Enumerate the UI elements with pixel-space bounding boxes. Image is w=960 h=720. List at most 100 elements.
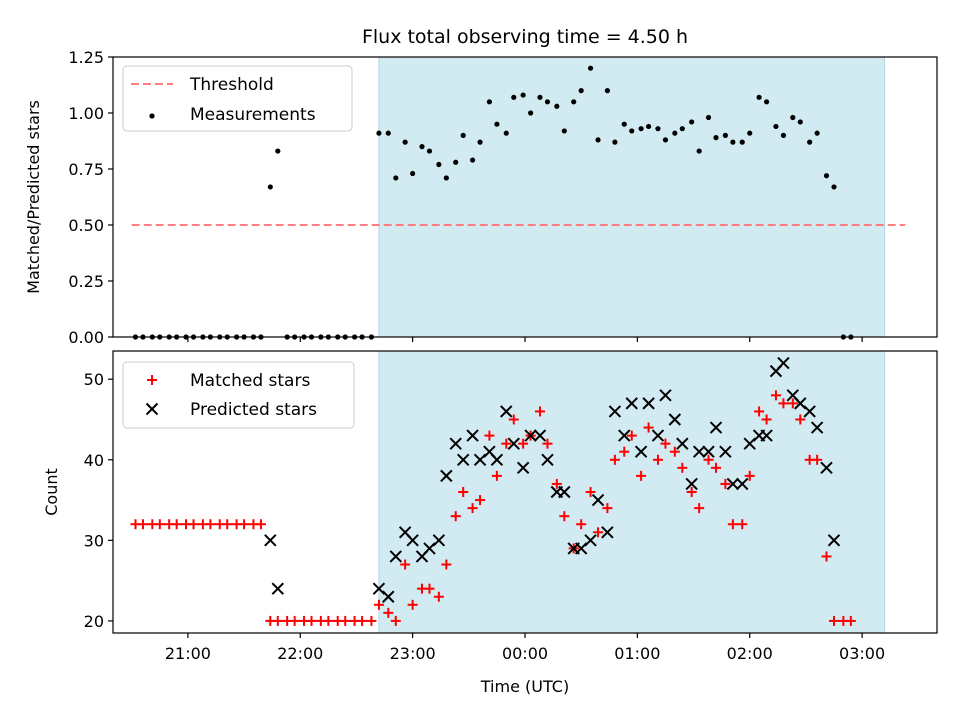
count-y-tick-label: 20 bbox=[84, 612, 104, 631]
matched-star-point bbox=[373, 599, 384, 610]
ratio-legend: Threshold Measurements bbox=[122, 65, 353, 132]
measurement-point bbox=[612, 139, 618, 145]
count-y-axis-label: Count bbox=[42, 468, 61, 516]
measurement-point bbox=[436, 161, 442, 168]
matched-star-point bbox=[829, 615, 839, 626]
count-observing-window bbox=[378, 350, 886, 634]
ratio-y-tick-label: 0.50 bbox=[68, 216, 104, 235]
measurement-point bbox=[646, 123, 652, 130]
predicted-star-point bbox=[685, 477, 698, 491]
predicted-star-point bbox=[264, 534, 277, 547]
measurement-point bbox=[747, 130, 753, 136]
ratio-y-tick-label: 0.00 bbox=[68, 328, 104, 347]
matched-star-point bbox=[255, 519, 266, 530]
predicted-star-point bbox=[533, 429, 547, 442]
matched-star-point bbox=[754, 406, 765, 417]
predicted-star-point bbox=[449, 437, 462, 450]
matched-star-point bbox=[357, 615, 368, 626]
measurement-point bbox=[544, 99, 551, 105]
measurement-point bbox=[655, 126, 661, 132]
predicted-star-point bbox=[659, 389, 672, 402]
matched-star-point bbox=[636, 470, 647, 481]
measurement-point bbox=[503, 130, 509, 136]
measurement-point bbox=[679, 126, 685, 132]
legend-measurement-swatch bbox=[149, 113, 155, 119]
predicted-star-point bbox=[642, 397, 655, 410]
matched-star-point bbox=[585, 487, 596, 497]
predicted-star-point bbox=[810, 421, 824, 434]
measurement-point bbox=[385, 130, 391, 136]
measurement-point bbox=[267, 184, 273, 190]
x-tick-label: 00:00 bbox=[502, 644, 548, 663]
matched-star-point bbox=[770, 390, 781, 401]
count-panel: 20 30 40 50 21:00 22:00 23:00 00:00 01:00 02:00 03… bbox=[84, 350, 938, 663]
matched-star-point bbox=[694, 503, 705, 514]
predicted-star-point bbox=[382, 590, 395, 603]
matched-star-point bbox=[542, 438, 553, 449]
measurement-point bbox=[814, 130, 820, 136]
measurement-point bbox=[756, 94, 762, 100]
predicted-star-point bbox=[692, 445, 706, 458]
matched-star-point bbox=[289, 615, 300, 626]
matched-star-point bbox=[475, 495, 486, 506]
predicted-star-point bbox=[541, 453, 554, 466]
predicted-star-point bbox=[558, 485, 571, 499]
predicted-star-point bbox=[500, 405, 513, 418]
predicted-star-point bbox=[702, 445, 715, 458]
measurement-point bbox=[604, 88, 611, 94]
x-tick-label: 02:00 bbox=[727, 644, 773, 663]
ratio-panel: 0.00 0.25 0.50 0.75 1.00 1.25 Threshold Measur… bbox=[68, 48, 938, 347]
predicted-star-point bbox=[271, 582, 285, 595]
predicted-star-point bbox=[584, 534, 597, 547]
measurement-point bbox=[739, 139, 745, 145]
matched-star-point bbox=[619, 446, 630, 457]
matched-star-point bbox=[205, 519, 216, 530]
measurement-point bbox=[554, 103, 560, 109]
legend-box bbox=[122, 361, 355, 429]
ratio-y-tick-label: 0.75 bbox=[68, 160, 104, 179]
measurement-point bbox=[571, 99, 577, 105]
predicted-star-point bbox=[456, 453, 470, 466]
matched-star-point bbox=[491, 470, 502, 481]
measurement-point bbox=[486, 99, 493, 105]
matched-star-point bbox=[323, 615, 334, 626]
matched-star-point bbox=[518, 438, 529, 449]
matched-star-point bbox=[787, 398, 798, 409]
matched-star-point bbox=[669, 446, 680, 457]
measurement-point bbox=[621, 121, 627, 127]
measurement-point bbox=[511, 94, 517, 100]
measurement-point bbox=[537, 94, 543, 100]
measurement-point bbox=[528, 110, 534, 116]
matched-star-point bbox=[508, 414, 519, 425]
matched-star-point bbox=[812, 454, 823, 465]
matched-star-point bbox=[778, 398, 789, 409]
measurement-point bbox=[477, 139, 483, 145]
measurement-point bbox=[713, 135, 719, 141]
matched-star-point bbox=[609, 454, 620, 465]
legend-label-predicted: Predicted stars bbox=[190, 400, 317, 420]
matched-star-point bbox=[433, 591, 444, 602]
matched-star-point bbox=[643, 422, 654, 433]
x-axis-label: Time (UTC) bbox=[480, 677, 569, 696]
ratio-y-tick-label: 1.25 bbox=[68, 48, 104, 67]
measurement-point bbox=[662, 137, 669, 143]
legend-label-matched: Matched stars bbox=[190, 371, 310, 391]
predicted-star-point bbox=[827, 534, 841, 547]
measurement-point bbox=[393, 175, 399, 181]
predicted-star-point bbox=[726, 477, 740, 491]
count-legend: Matched stars Predicted stars bbox=[122, 361, 355, 429]
ratio-observing-window bbox=[378, 56, 886, 338]
measurement-point bbox=[730, 139, 736, 145]
predicted-star-point bbox=[507, 437, 520, 450]
predicted-star-point bbox=[668, 413, 682, 426]
count-y-tick-label: 30 bbox=[84, 531, 104, 550]
predicted-star-point bbox=[651, 429, 665, 442]
measurement-point bbox=[831, 184, 837, 190]
predicted-star-point bbox=[676, 437, 689, 450]
matched-star-point bbox=[272, 615, 283, 626]
measurement-point bbox=[578, 88, 584, 94]
matched-star-point bbox=[340, 615, 351, 626]
matched-star-point bbox=[366, 615, 377, 626]
measurement-point bbox=[419, 144, 425, 150]
measurement-point bbox=[402, 139, 408, 145]
